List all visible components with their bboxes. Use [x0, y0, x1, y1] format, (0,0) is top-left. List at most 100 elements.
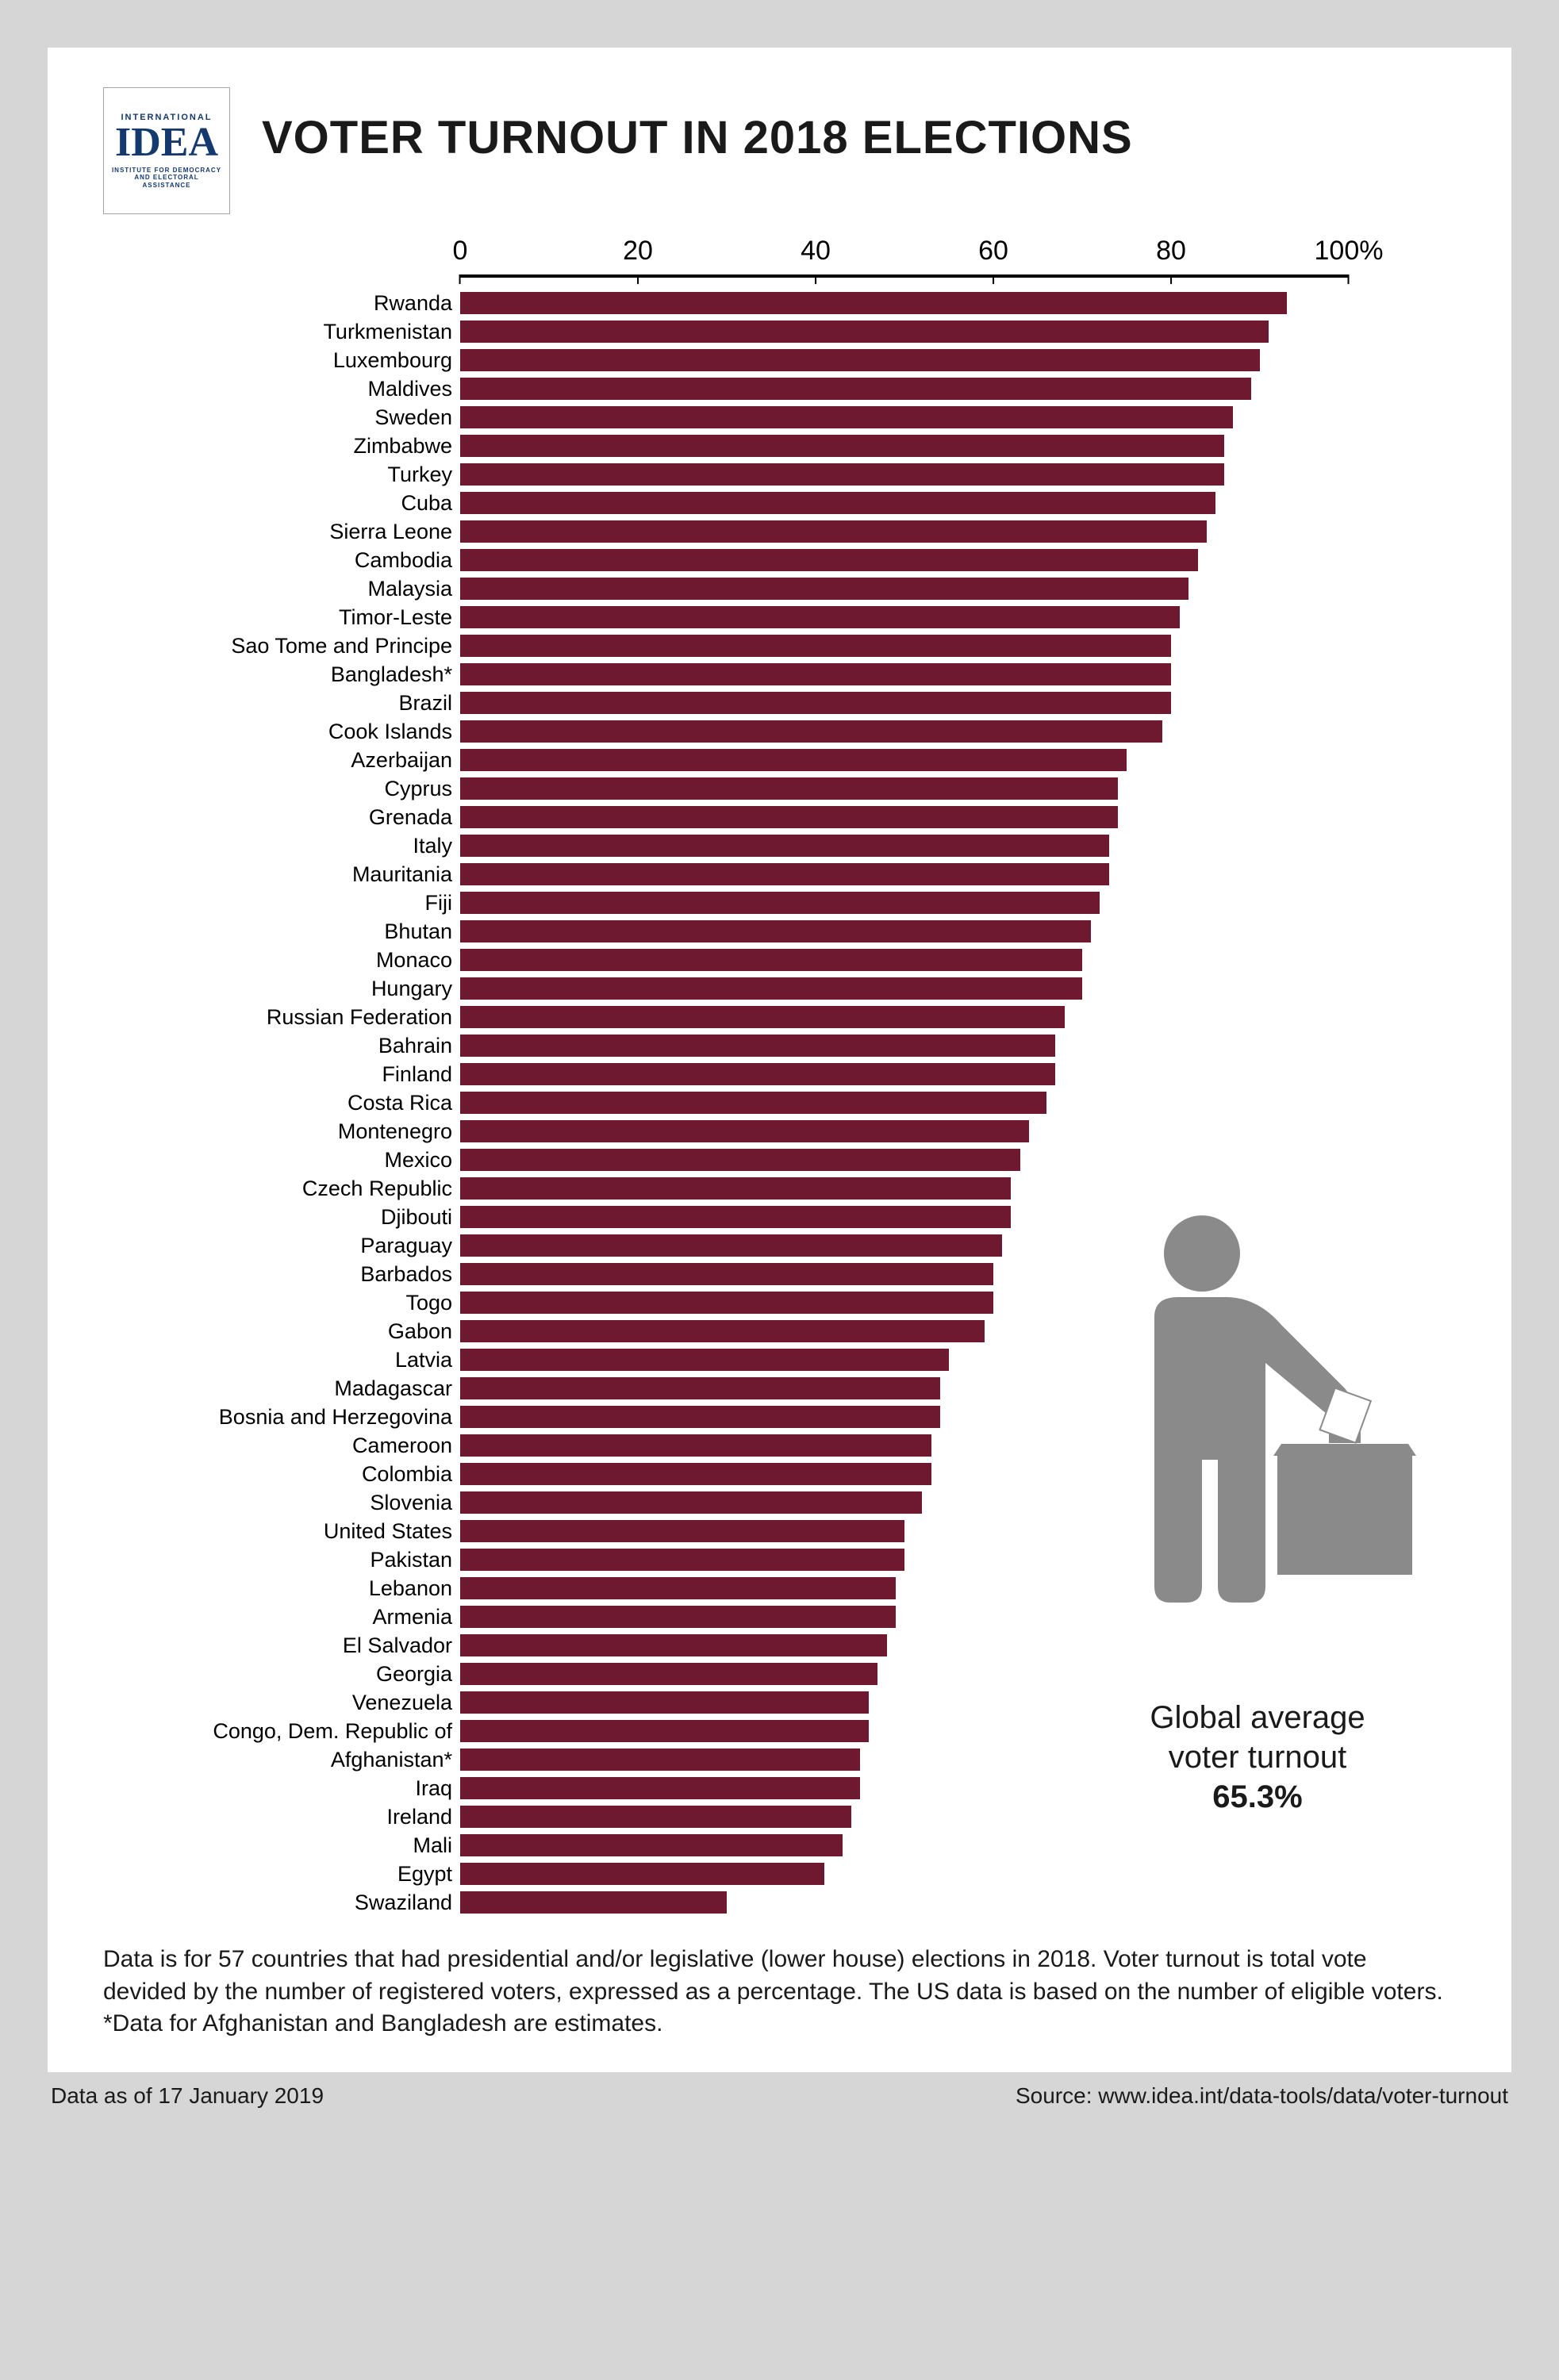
bar: [460, 1120, 1029, 1142]
bar: [460, 435, 1224, 457]
idea-logo: INTERNATIONAL IDEA INSTITUTE FOR DEMOCRA…: [103, 87, 230, 214]
bar: [460, 949, 1082, 971]
country-label: Mali: [175, 1833, 460, 1858]
country-label: Egypt: [175, 1862, 460, 1887]
country-label: Colombia: [175, 1462, 460, 1487]
x-axis: 020406080100%: [460, 230, 1349, 278]
country-label: Turkey: [175, 463, 460, 487]
bar: [460, 378, 1251, 400]
page-title: VOTER TURNOUT IN 2018 ELECTIONS: [262, 111, 1133, 164]
bar: [460, 1806, 851, 1828]
chart-row: Russian Federation: [175, 1003, 1456, 1031]
country-label: Montenegro: [175, 1119, 460, 1144]
card: INTERNATIONAL IDEA INSTITUTE FOR DEMOCRA…: [48, 48, 1511, 2072]
chart-row: Monaco: [175, 946, 1456, 974]
global-average-block: Global average voter turnout 65.3%: [1091, 1698, 1424, 1817]
chart-row: Rwanda: [175, 289, 1456, 317]
country-label: Rwanda: [175, 291, 460, 316]
chart-row: Fiji: [175, 889, 1456, 917]
bar: [460, 749, 1127, 771]
bar: [460, 1406, 940, 1428]
bar: [460, 1749, 860, 1771]
chart-row: Sao Tome and Principe: [175, 631, 1456, 660]
bars-container: RwandaTurkmenistanLuxembourgMaldivesSwed…: [175, 289, 1456, 1917]
bar: [460, 349, 1260, 371]
bar: [460, 1177, 1011, 1200]
country-label: Paraguay: [175, 1234, 460, 1258]
chart-row: Timor-Leste: [175, 603, 1456, 631]
country-label: Azerbaijan: [175, 748, 460, 773]
bar: [460, 1606, 896, 1628]
country-label: Mexico: [175, 1148, 460, 1173]
country-label: Armenia: [175, 1605, 460, 1630]
chart-row: Czech Republic: [175, 1174, 1456, 1203]
bar: [460, 892, 1100, 914]
chart-row: Sweden: [175, 403, 1456, 432]
chart-row: Maldives: [175, 374, 1456, 403]
country-label: Bangladesh*: [175, 662, 460, 687]
bar: [460, 1377, 940, 1399]
country-label: Madagascar: [175, 1376, 460, 1401]
bar: [460, 321, 1269, 343]
chart-row: Luxembourg: [175, 346, 1456, 374]
bar-chart: 020406080100% RwandaTurkmenistanLuxembou…: [175, 230, 1456, 1917]
bar: [460, 663, 1171, 685]
country-label: Mauritania: [175, 862, 460, 887]
bottom-bar: Data as of 17 January 2019 Source: www.i…: [48, 2083, 1511, 2109]
country-label: Sweden: [175, 405, 460, 430]
bar: [460, 863, 1109, 885]
country-label: Ireland: [175, 1805, 460, 1829]
country-label: Czech Republic: [175, 1177, 460, 1201]
chart-row: Swaziland: [175, 1888, 1456, 1917]
axis-tick: 80: [1156, 236, 1186, 274]
country-label: Sierra Leone: [175, 520, 460, 544]
country-label: Italy: [175, 834, 460, 858]
bar: [460, 549, 1198, 571]
footnote-text: Data is for 57 countries that had presid…: [103, 1944, 1456, 2040]
chart-row: Cambodia: [175, 546, 1456, 574]
country-label: Grenada: [175, 805, 460, 830]
country-label: Timor-Leste: [175, 605, 460, 630]
country-label: Pakistan: [175, 1548, 460, 1572]
chart-row: Turkmenistan: [175, 317, 1456, 346]
country-label: Finland: [175, 1062, 460, 1087]
logo-sub-text: INSTITUTE FOR DEMOCRACY AND ELECTORAL AS…: [110, 167, 223, 190]
country-label: Lebanon: [175, 1576, 460, 1601]
country-label: Cyprus: [175, 777, 460, 801]
bar: [460, 1577, 896, 1599]
bar: [460, 720, 1162, 743]
chart-row: Cook Islands: [175, 717, 1456, 746]
bar: [460, 1234, 1002, 1257]
country-label: Fiji: [175, 891, 460, 916]
header: INTERNATIONAL IDEA INSTITUTE FOR DEMOCRA…: [103, 87, 1456, 214]
bar: [460, 635, 1171, 657]
bar: [460, 1491, 922, 1514]
country-label: Malaysia: [175, 577, 460, 601]
page-outer: INTERNATIONAL IDEA INSTITUTE FOR DEMOCRA…: [0, 0, 1559, 2380]
country-label: Costa Rica: [175, 1091, 460, 1115]
country-label: Slovenia: [175, 1491, 460, 1515]
country-label: Gabon: [175, 1319, 460, 1344]
country-label: Cameroon: [175, 1434, 460, 1458]
bar: [460, 835, 1109, 857]
chart-row: Italy: [175, 831, 1456, 860]
bar: [460, 977, 1082, 1000]
axis-tick: 20: [623, 236, 653, 274]
country-label: Djibouti: [175, 1205, 460, 1230]
country-label: Bahrain: [175, 1034, 460, 1058]
chart-row: El Salvador: [175, 1631, 1456, 1660]
country-label: Brazil: [175, 691, 460, 716]
bar: [460, 777, 1118, 800]
country-label: Cuba: [175, 491, 460, 516]
country-label: Swaziland: [175, 1891, 460, 1915]
country-label: Cook Islands: [175, 720, 460, 744]
bar: [460, 1777, 860, 1799]
chart-row: Hungary: [175, 974, 1456, 1003]
country-label: United States: [175, 1519, 460, 1544]
chart-row: Grenada: [175, 803, 1456, 831]
chart-row: Turkey: [175, 460, 1456, 489]
logo-main-text: IDEA: [115, 122, 218, 163]
bar: [460, 1349, 949, 1371]
bar: [460, 1691, 869, 1714]
chart-row: Egypt: [175, 1860, 1456, 1888]
